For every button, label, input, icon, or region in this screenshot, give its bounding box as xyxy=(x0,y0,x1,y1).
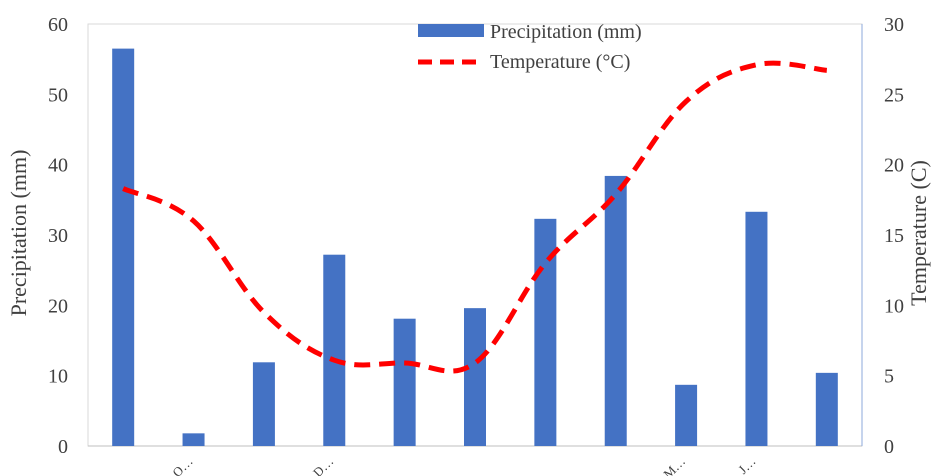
left-axis-tick-label: 0 xyxy=(58,436,68,458)
x-axis-tick-labels: O… D… M… J… xyxy=(169,454,758,476)
right-axis-tick-label: 10 xyxy=(884,295,904,317)
right-axis-tick-label: 25 xyxy=(884,84,904,106)
legend-swatch-precipitation xyxy=(418,24,484,37)
left-axis-tick-label: 40 xyxy=(48,155,68,177)
precipitation-bars xyxy=(112,48,838,447)
left-axis-tick-label: 20 xyxy=(48,295,68,317)
legend: Precipitation (mm) Temperature (°C) xyxy=(418,21,642,73)
temperature-line-group xyxy=(122,60,828,374)
x-axis-tick-label: D… xyxy=(310,454,336,476)
left-axis-title: Precipitation (mm) xyxy=(6,150,31,317)
left-axis-tick-label: 60 xyxy=(48,14,68,36)
right-axis-tick-label: 5 xyxy=(884,366,894,388)
x-axis-tick-label: M… xyxy=(660,454,688,476)
legend-label-precipitation: Precipitation (mm) xyxy=(490,21,642,43)
precipitation-bar xyxy=(323,254,346,446)
right-axis-ticks: 0 5 10 15 20 25 30 xyxy=(884,14,904,458)
right-axis-title: Temperature (C) xyxy=(906,160,931,306)
precipitation-bar xyxy=(534,218,557,446)
precipitation-bar xyxy=(393,318,416,446)
temperature-line xyxy=(122,60,828,374)
left-axis-tick-label: 50 xyxy=(48,84,68,106)
precipitation-bar xyxy=(464,308,486,446)
left-axis-tick-label: 30 xyxy=(48,225,68,247)
precipitation-bar xyxy=(604,175,627,447)
right-axis-tick-label: 30 xyxy=(884,14,904,36)
legend-label-temperature: Temperature (°C) xyxy=(490,51,630,73)
right-axis-tick-label: 20 xyxy=(884,155,904,177)
left-axis-tick-label: 10 xyxy=(48,366,68,388)
precipitation-bar xyxy=(112,48,135,446)
right-axis-tick-label: 15 xyxy=(884,225,904,247)
left-axis-ticks: 0 10 20 30 40 50 60 xyxy=(48,14,68,458)
x-axis-tick-label: J… xyxy=(735,454,758,476)
precipitation-bar xyxy=(182,433,205,446)
x-axis-tick-label: O… xyxy=(169,454,195,476)
precipitation-bar xyxy=(252,362,275,446)
precipitation-bar xyxy=(745,211,768,446)
precipitation-bar xyxy=(815,372,838,446)
precipitation-bar xyxy=(675,384,698,446)
right-axis-tick-label: 0 xyxy=(884,436,894,458)
